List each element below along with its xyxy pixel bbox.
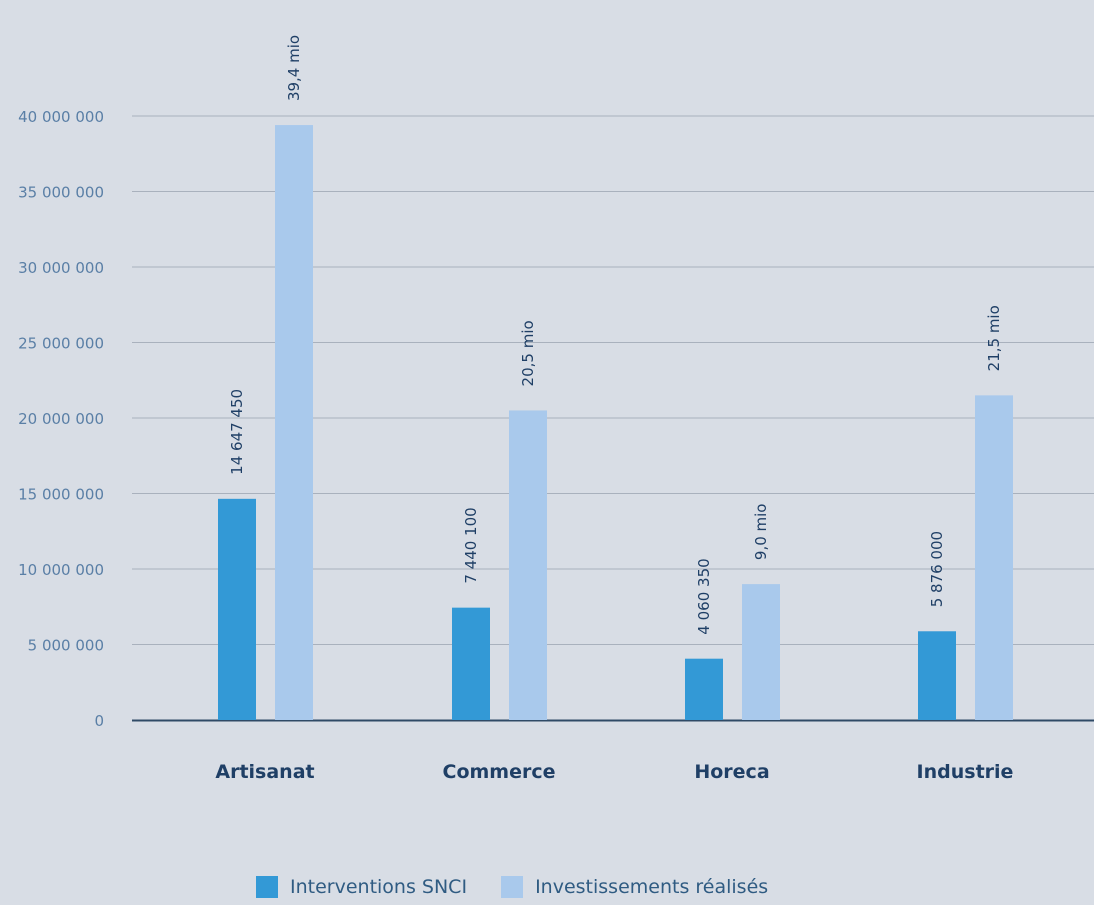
- y-tick-label: 0: [94, 712, 104, 730]
- y-tick-label: 20 000 000: [18, 410, 104, 428]
- data-label: 14 647 450: [228, 389, 246, 475]
- bar-investissements: [509, 410, 547, 720]
- data-label: 7 440 100: [462, 507, 480, 583]
- legend-item-interventions: Interventions SNCI: [256, 876, 467, 898]
- y-tick-label: 35 000 000: [18, 184, 104, 202]
- category-label: Commerce: [443, 761, 556, 783]
- legend: Interventions SNCI Investissements réali…: [256, 876, 768, 898]
- bar-interventions: [685, 658, 723, 720]
- legend-label-investissements: Investissements réalisés: [535, 876, 769, 898]
- bar-interventions: [452, 607, 490, 720]
- category-label: Horeca: [694, 761, 769, 783]
- category-label: Artisanat: [215, 761, 314, 783]
- y-tick-label: 10 000 000: [18, 561, 104, 579]
- legend-label-interventions: Interventions SNCI: [290, 876, 468, 898]
- y-tick-label: 30 000 000: [18, 259, 104, 277]
- y-tick-label: 5 000 000: [28, 637, 104, 655]
- data-label: 4 060 350: [695, 558, 713, 634]
- data-label: 5 876 000: [928, 531, 946, 607]
- y-tick-label: 15 000 000: [18, 486, 104, 504]
- data-label: 21,5 mio: [985, 305, 1003, 371]
- bar-interventions: [218, 498, 256, 720]
- bar-investissements: [275, 125, 313, 720]
- data-label: 39,4 mio: [285, 35, 303, 101]
- data-label: 9,0 mio: [752, 504, 770, 561]
- category-label: Industrie: [917, 761, 1014, 783]
- bar-interventions: [918, 631, 956, 720]
- y-tick-label: 25 000 000: [18, 335, 104, 353]
- bar-investissements: [975, 395, 1013, 720]
- legend-swatch-interventions: [256, 876, 278, 898]
- legend-item-investissements: Investissements réalisés: [501, 876, 768, 898]
- data-label: 20,5 mio: [519, 320, 537, 386]
- bar-investissements: [742, 584, 780, 720]
- y-tick-label: 40 000 000: [18, 108, 104, 126]
- legend-swatch-investissements: [501, 876, 524, 898]
